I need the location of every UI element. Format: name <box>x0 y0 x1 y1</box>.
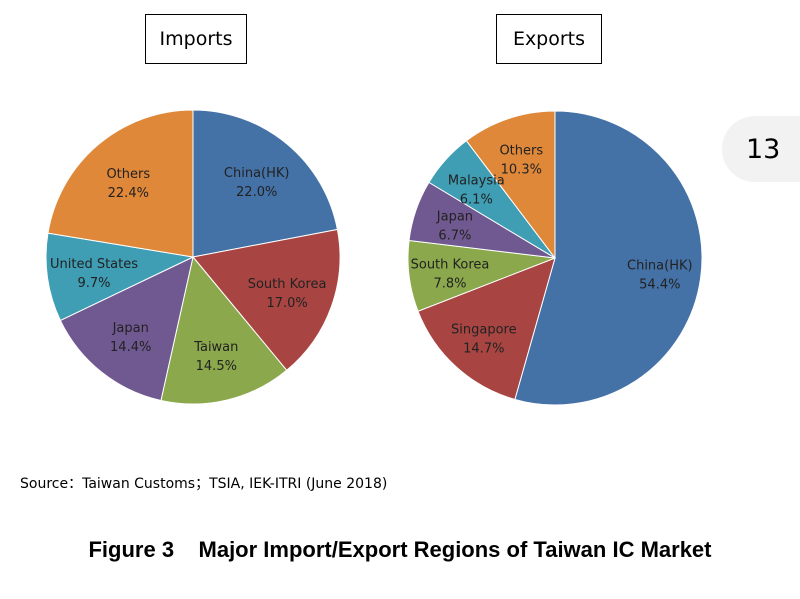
exports-label-singapore: Singapore <box>451 322 517 337</box>
imports-value-taiwan: 14.5% <box>196 359 237 374</box>
exports-label-china-hk: China(HK) <box>627 259 693 274</box>
imports-label-south-korea: South Korea <box>248 277 327 292</box>
imports-label-united-states: United States <box>50 257 138 272</box>
exports-label-south-korea: South Korea <box>411 257 490 272</box>
imports-slice-south-korea <box>192 228 341 371</box>
exports-slice-others <box>465 110 556 260</box>
imports-value-japan: 14.4% <box>110 340 151 355</box>
exports-slice-china-hk <box>514 110 703 406</box>
imports-value-china-hk: 22.0% <box>236 185 277 200</box>
imports-label-others: Others <box>106 167 150 182</box>
imports-label-china-hk: China(HK) <box>224 166 290 181</box>
exports-label-others: Others <box>499 144 543 159</box>
exports-chart-title: Exports <box>496 14 602 64</box>
imports-slice-taiwan <box>160 255 288 405</box>
source-note: Source：Taiwan Customs；TSIA, IEK-ITRI (Ju… <box>20 476 388 492</box>
imports-label-japan: Japan <box>112 321 149 336</box>
exports-label-malaysia: Malaysia <box>448 173 505 188</box>
imports-slice-others <box>47 109 194 258</box>
exports-value-china-hk: 54.4% <box>639 278 680 293</box>
imports-value-united-states: 9.7% <box>77 276 110 291</box>
exports-value-south-korea: 7.8% <box>433 276 466 291</box>
exports-pie: China(HK) 54.4% Singapore 14.7% South Korea 7… <box>407 110 703 406</box>
imports-value-others: 22.4% <box>108 186 149 201</box>
imports-slice-japan <box>59 256 194 402</box>
exports-slice-singapore <box>417 257 556 401</box>
exports-label-japan: Japan <box>436 210 473 225</box>
imports-label-taiwan: Taiwan <box>193 340 238 355</box>
imports-chart-title: Imports <box>145 14 247 64</box>
exports-value-japan: 6.7% <box>438 229 471 244</box>
imports-slice-united-states <box>45 232 195 322</box>
page-number: 13 <box>722 116 800 182</box>
exports-value-others: 10.3% <box>501 163 542 178</box>
imports-pie: China(HK) 22.0% South Korea 17.0% Taiwan 14.5… <box>45 109 341 405</box>
figure-caption: Figure 3 Major Import/Export Regions of … <box>88 537 712 562</box>
exports-value-singapore: 14.7% <box>463 341 504 356</box>
pie-charts: China(HK) 22.0% South Korea 17.0% Taiwan 14.5… <box>45 109 703 406</box>
imports-slice-china-hk <box>192 109 338 258</box>
imports-value-south-korea: 17.0% <box>266 296 307 311</box>
exports-value-malaysia: 6.1% <box>460 192 493 207</box>
